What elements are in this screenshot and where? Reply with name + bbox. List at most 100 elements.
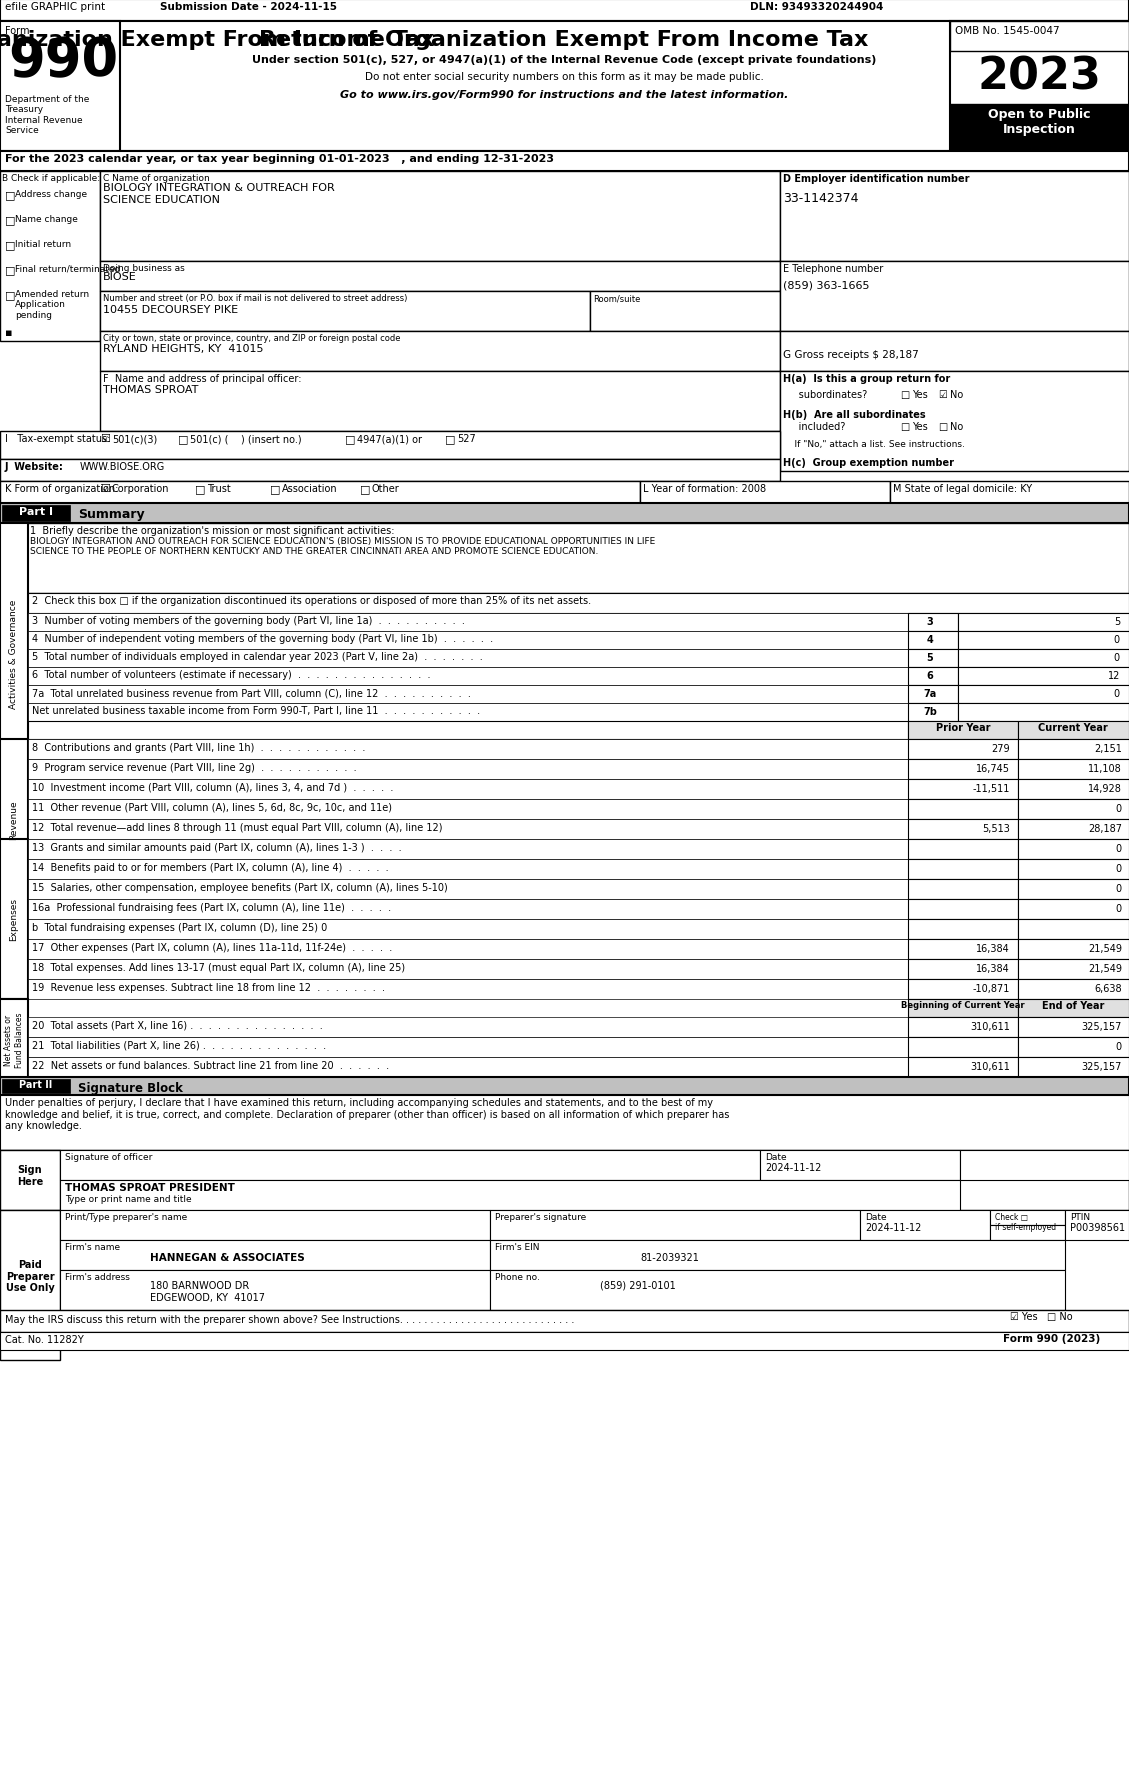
Bar bbox=[1018, 959, 1129, 980]
Text: 15  Salaries, other compensation, employee benefits (Part IX, column (A), lines : 15 Salaries, other compensation, employe… bbox=[32, 882, 448, 893]
Text: Open to Public
Inspection: Open to Public Inspection bbox=[988, 109, 1091, 135]
Bar bbox=[860, 1210, 990, 1240]
Text: Summary: Summary bbox=[78, 508, 145, 520]
Bar bbox=[0, 151, 1129, 171]
Text: Name change: Name change bbox=[15, 216, 78, 225]
Bar bbox=[1018, 939, 1129, 959]
Text: □: □ bbox=[445, 433, 455, 444]
Bar bbox=[949, 105, 1129, 151]
Bar bbox=[780, 372, 1129, 472]
Text: Net unrelated business taxable income from Form 990-T, Part I, line 11  .  .  . : Net unrelated business taxable income fr… bbox=[32, 706, 480, 716]
Text: 4: 4 bbox=[927, 634, 934, 645]
Text: Return of Organization Exempt From Income Tax: Return of Organization Exempt From Incom… bbox=[260, 30, 868, 50]
Text: RYLAND HEIGHTS, KY  41015: RYLAND HEIGHTS, KY 41015 bbox=[103, 344, 263, 355]
Text: Sign
Here: Sign Here bbox=[17, 1164, 43, 1187]
Bar bbox=[1018, 722, 1129, 740]
Text: City or town, state or province, country, and ZIP or foreign postal code: City or town, state or province, country… bbox=[103, 333, 401, 342]
Bar bbox=[0, 481, 640, 504]
Text: 2,151: 2,151 bbox=[1094, 743, 1122, 754]
Text: G Gross receipts $ 28,187: G Gross receipts $ 28,187 bbox=[784, 349, 919, 360]
Bar bbox=[908, 613, 959, 631]
Text: Print/Type preparer's name: Print/Type preparer's name bbox=[65, 1212, 187, 1221]
Text: Preparer's signature: Preparer's signature bbox=[495, 1212, 586, 1221]
Text: Signature of officer: Signature of officer bbox=[65, 1153, 152, 1162]
Text: Go to www.irs.gov/Form990 for instructions and the latest information.: Go to www.irs.gov/Form990 for instructio… bbox=[340, 89, 788, 100]
Bar bbox=[1018, 800, 1129, 820]
Text: Type or print name and title: Type or print name and title bbox=[65, 1194, 192, 1203]
Bar bbox=[100, 262, 780, 292]
Bar bbox=[0, 1096, 1129, 1151]
Text: ▪: ▪ bbox=[5, 328, 12, 339]
Text: □: □ bbox=[360, 483, 370, 494]
Text: 4947(a)(1) or: 4947(a)(1) or bbox=[357, 433, 422, 444]
Bar bbox=[640, 481, 890, 504]
Bar bbox=[959, 668, 1129, 686]
Text: 14,928: 14,928 bbox=[1088, 784, 1122, 793]
Text: 0: 0 bbox=[1115, 804, 1122, 814]
Text: 180 BARNWOOD DR: 180 BARNWOOD DR bbox=[150, 1279, 250, 1290]
Text: □: □ bbox=[195, 483, 205, 494]
Text: EDGEWOOD, KY  41017: EDGEWOOD, KY 41017 bbox=[150, 1292, 265, 1303]
Bar bbox=[908, 722, 1018, 740]
Bar bbox=[0, 460, 780, 481]
Text: P00398561: P00398561 bbox=[1070, 1222, 1126, 1233]
Text: □: □ bbox=[900, 390, 909, 399]
Text: Form: Form bbox=[5, 27, 29, 36]
Bar bbox=[890, 481, 1129, 504]
Text: 4  Number of independent voting members of the governing body (Part VI, line 1b): 4 Number of independent voting members o… bbox=[32, 634, 493, 643]
Text: D Employer identification number: D Employer identification number bbox=[784, 175, 970, 184]
Text: □: □ bbox=[938, 422, 947, 431]
Text: 501(c) (    ) (insert no.): 501(c) ( ) (insert no.) bbox=[190, 433, 301, 444]
Text: □: □ bbox=[900, 422, 909, 431]
Text: (859) 363-1665: (859) 363-1665 bbox=[784, 280, 869, 290]
Bar bbox=[60, 1271, 490, 1310]
Bar bbox=[908, 880, 1018, 900]
Text: 16a  Professional fundraising fees (Part IX, column (A), line 11e)  .  .  .  .  : 16a Professional fundraising fees (Part … bbox=[32, 902, 391, 912]
Bar bbox=[1018, 1057, 1129, 1078]
Bar bbox=[0, 1078, 1129, 1096]
Bar bbox=[28, 839, 908, 859]
Text: 6,638: 6,638 bbox=[1094, 984, 1122, 993]
Bar bbox=[908, 859, 1018, 880]
Text: subordinates?: subordinates? bbox=[784, 390, 867, 399]
Text: 11,108: 11,108 bbox=[1088, 763, 1122, 773]
Bar bbox=[0, 1210, 60, 1360]
Text: Signature Block: Signature Block bbox=[78, 1082, 183, 1094]
Bar bbox=[0, 504, 1129, 524]
Text: Yes: Yes bbox=[912, 390, 928, 399]
Text: Date: Date bbox=[765, 1153, 787, 1162]
Text: Under penalties of perjury, I declare that I have examined this return, includin: Under penalties of perjury, I declare th… bbox=[5, 1098, 729, 1130]
Text: HANNEGAN & ASSOCIATES: HANNEGAN & ASSOCIATES bbox=[150, 1253, 305, 1262]
Text: No: No bbox=[949, 390, 963, 399]
Text: Check □
if self-employed: Check □ if self-employed bbox=[995, 1212, 1056, 1231]
Text: Date: Date bbox=[865, 1212, 886, 1221]
Text: 325,157: 325,157 bbox=[1082, 1021, 1122, 1032]
Text: 20  Total assets (Part X, line 16) .  .  .  .  .  .  .  .  .  .  .  .  .  .  .: 20 Total assets (Part X, line 16) . . . … bbox=[32, 1021, 323, 1030]
Text: OMB No. 1545-0047: OMB No. 1545-0047 bbox=[955, 27, 1060, 36]
Text: 22  Net assets or fund balances. Subtract line 21 from line 20  .  .  .  .  .  .: 22 Net assets or fund balances. Subtract… bbox=[32, 1060, 390, 1071]
Bar bbox=[1018, 980, 1129, 1000]
Text: E Telephone number: E Telephone number bbox=[784, 264, 883, 274]
Bar bbox=[959, 613, 1129, 631]
Text: 5  Total number of individuals employed in calendar year 2023 (Part V, line 2a) : 5 Total number of individuals employed i… bbox=[32, 652, 483, 661]
Text: 2024-11-12: 2024-11-12 bbox=[765, 1162, 822, 1173]
Bar bbox=[908, 650, 959, 668]
Bar bbox=[1018, 1000, 1129, 1018]
Text: B Check if applicable:: B Check if applicable: bbox=[2, 175, 100, 184]
Text: 5: 5 bbox=[927, 652, 934, 663]
Bar bbox=[0, 0, 1129, 21]
Text: Current Year: Current Year bbox=[1039, 722, 1108, 732]
Text: I   Tax-exempt status:: I Tax-exempt status: bbox=[5, 433, 111, 444]
Text: efile GRAPHIC print: efile GRAPHIC print bbox=[5, 2, 105, 12]
Text: May the IRS discuss this return with the preparer shown above? See Instructions.: May the IRS discuss this return with the… bbox=[5, 1315, 575, 1324]
Bar bbox=[28, 900, 908, 920]
Text: 7b: 7b bbox=[924, 707, 937, 716]
Text: 33-1142374: 33-1142374 bbox=[784, 192, 858, 205]
Bar bbox=[908, 939, 1018, 959]
Text: Net Assets or
Fund Balances: Net Assets or Fund Balances bbox=[5, 1012, 24, 1067]
Text: 12  Total revenue—add lines 8 through 11 (must equal Part VIII, column (A), line: 12 Total revenue—add lines 8 through 11 … bbox=[32, 823, 443, 832]
Text: Firm's EIN: Firm's EIN bbox=[495, 1242, 540, 1251]
Text: 6: 6 bbox=[927, 670, 934, 681]
Text: Part I: Part I bbox=[19, 506, 53, 517]
Text: 18  Total expenses. Add lines 13-17 (must equal Part IX, column (A), line 25): 18 Total expenses. Add lines 13-17 (must… bbox=[32, 962, 405, 973]
